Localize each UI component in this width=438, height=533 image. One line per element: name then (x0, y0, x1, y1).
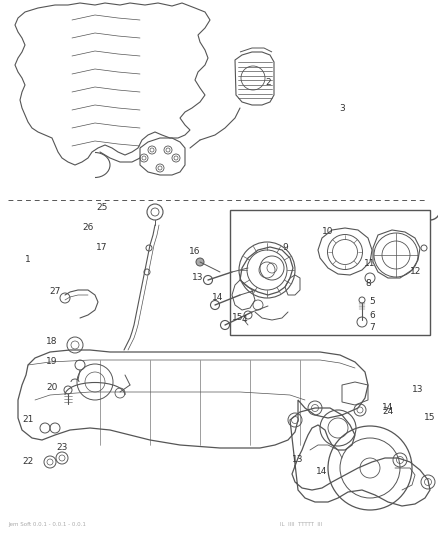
Text: 17: 17 (96, 244, 107, 253)
Text: 15: 15 (232, 313, 243, 322)
Text: 2: 2 (265, 77, 270, 86)
Text: 5: 5 (368, 297, 374, 306)
Text: 21: 21 (22, 416, 34, 424)
Text: 20: 20 (46, 384, 57, 392)
Text: 16: 16 (189, 247, 200, 256)
Bar (230, 210, 429, 335)
Text: 19: 19 (46, 358, 58, 367)
Text: 6: 6 (368, 311, 374, 319)
Text: 24: 24 (381, 408, 393, 416)
Text: 25: 25 (96, 204, 107, 213)
Text: 18: 18 (46, 337, 58, 346)
Text: 10: 10 (321, 228, 333, 237)
Text: 7: 7 (368, 324, 374, 333)
Text: 11: 11 (364, 260, 375, 269)
Text: Jem Soft 0.0.1 - 0.0.1 - 0.0.1: Jem Soft 0.0.1 - 0.0.1 - 0.0.1 (8, 522, 86, 528)
Text: 27: 27 (49, 287, 60, 296)
Text: 9: 9 (282, 244, 287, 253)
Text: 13: 13 (192, 273, 203, 282)
Text: 3: 3 (338, 103, 344, 112)
Text: 1: 1 (25, 255, 31, 264)
Text: 12: 12 (410, 268, 421, 277)
Text: 8: 8 (364, 279, 370, 288)
Text: 13: 13 (292, 456, 303, 464)
Text: IL  IIII  TTTTT  III: IL IIII TTTTT III (279, 522, 321, 528)
Text: 22: 22 (22, 457, 34, 466)
Text: 13: 13 (411, 385, 423, 394)
Text: 26: 26 (82, 223, 93, 232)
Circle shape (195, 258, 204, 266)
Text: 15: 15 (423, 414, 435, 423)
Text: 4: 4 (240, 316, 246, 325)
Text: 14: 14 (381, 403, 393, 413)
Text: 23: 23 (56, 443, 67, 453)
Text: 14: 14 (212, 294, 223, 303)
Text: 14: 14 (316, 467, 327, 477)
